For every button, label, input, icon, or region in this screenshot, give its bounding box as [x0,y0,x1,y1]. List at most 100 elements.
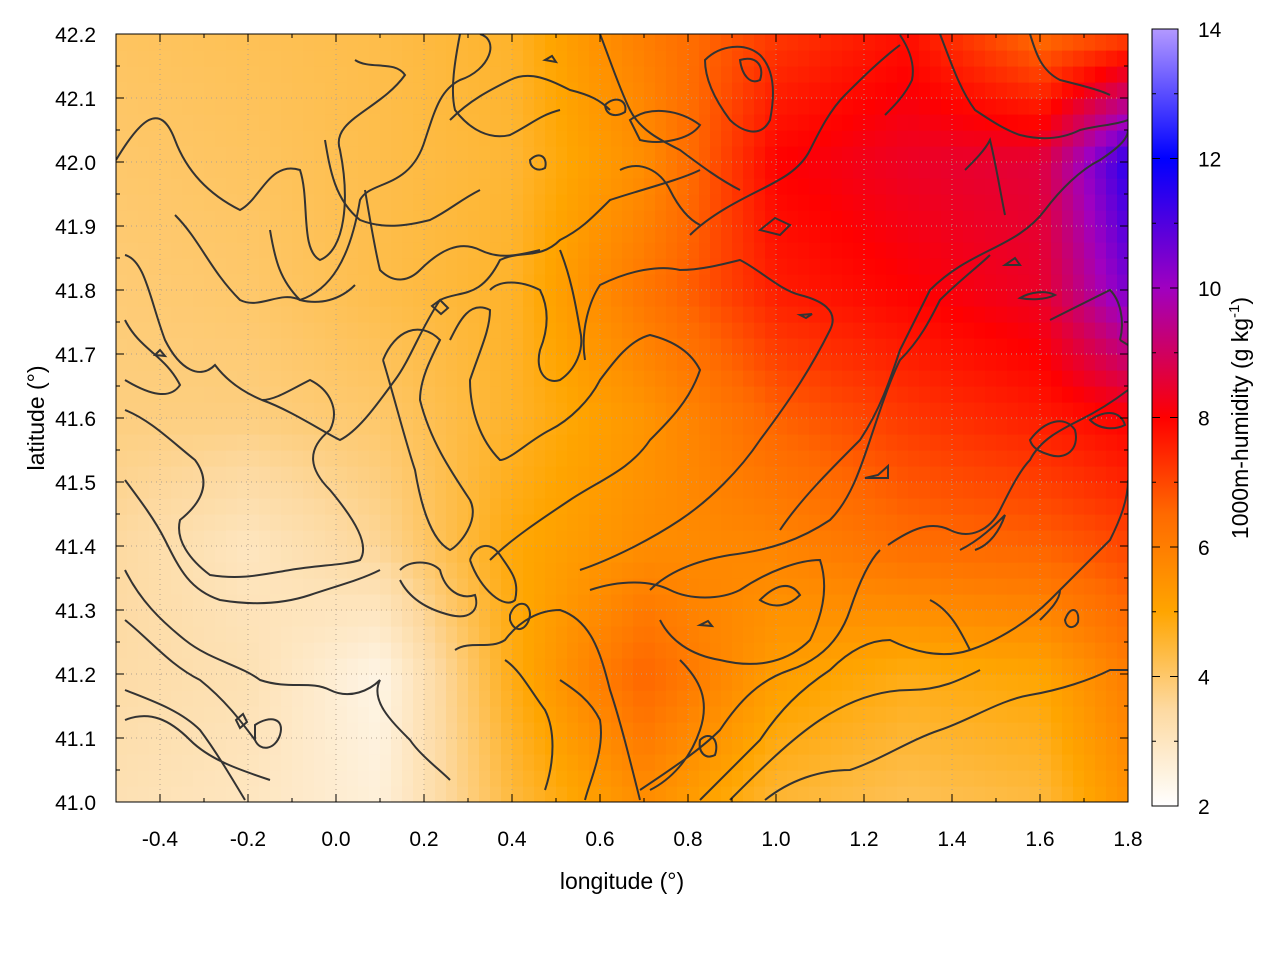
heatmap-cell [1029,306,1041,323]
heatmap-cell [1117,562,1128,579]
heatmap-cell [600,706,612,723]
heatmap-cell [589,498,601,515]
heatmap-cell [1018,258,1030,275]
heatmap-cell [820,578,832,595]
heatmap-cell [721,546,733,563]
heatmap-cell [171,770,183,787]
heatmap-cell [897,706,909,723]
heatmap-cell [259,274,271,291]
heatmap-cell [259,242,271,259]
heatmap-cell [908,402,920,419]
heatmap-cell [215,370,227,387]
heatmap-cell [963,578,975,595]
heatmap-cell [270,786,282,802]
heatmap-cell [1007,226,1019,243]
heatmap-cell [215,674,227,691]
heatmap-cell [622,194,634,211]
heatmap-cell [1095,290,1107,307]
heatmap-cell [182,210,194,227]
heatmap-cell [523,322,535,339]
heatmap-cell [259,706,271,723]
heatmap-cell [787,322,799,339]
heatmap-cell [644,514,656,531]
heatmap-cell [457,114,469,131]
heatmap-cell [457,178,469,195]
heatmap-cell [1040,770,1052,787]
heatmap-cell [501,290,513,307]
heatmap-cell [985,34,997,51]
heatmap-cell [1073,642,1085,659]
heatmap-cell [127,546,139,563]
heatmap-cell [270,610,282,627]
heatmap-cell [138,162,150,179]
heatmap-cell [1062,722,1074,739]
heatmap-cell [1117,434,1128,451]
heatmap-cell [1018,722,1030,739]
heatmap-cell [941,338,953,355]
heatmap-cell [743,482,755,499]
heatmap-cell [1106,594,1118,611]
heatmap-cell [314,34,326,51]
heatmap-cell [204,322,216,339]
heatmap-cell [567,402,579,419]
heatmap-cell [1018,242,1030,259]
heatmap-cell [1040,482,1052,499]
heatmap-cell [699,178,711,195]
heatmap-cell [204,82,216,99]
heatmap-cell [523,674,535,691]
heatmap-cell [666,610,678,627]
heatmap-cell [1018,306,1030,323]
heatmap-cell [204,738,216,755]
heatmap-cell [138,610,150,627]
heatmap-cell [666,690,678,707]
heatmap-cell [699,770,711,787]
heatmap-cell [798,546,810,563]
heatmap-cell [413,210,425,227]
heatmap-cell [754,594,766,611]
heatmap-cell [116,338,128,355]
heatmap-cell [347,546,359,563]
heatmap-cell [358,738,370,755]
heatmap-cell [1029,658,1041,675]
heatmap-cell [721,562,733,579]
heatmap-cell [281,338,293,355]
heatmap-cell [259,642,271,659]
heatmap-cell [248,434,260,451]
heatmap-cell [1051,194,1063,211]
heatmap-cell [1095,386,1107,403]
heatmap-cell [853,498,865,515]
heatmap-cell [831,290,843,307]
heatmap-cell [732,722,744,739]
heatmap-cell [787,290,799,307]
heatmap-cell [204,514,216,531]
heatmap-cell [589,370,601,387]
heatmap-cell [622,482,634,499]
heatmap-cell [358,114,370,131]
heatmap-cell [787,706,799,723]
heatmap-cell [457,706,469,723]
heatmap-cell [171,82,183,99]
heatmap-cell [413,82,425,99]
heatmap-cell [743,242,755,259]
heatmap-cell [347,450,359,467]
heatmap-cell [809,130,821,147]
heatmap-cell [116,402,128,419]
heatmap-cell [259,466,271,483]
heatmap-cell [237,322,249,339]
heatmap-cell [677,306,689,323]
heatmap-cell [754,258,766,275]
heatmap-cell [864,50,876,67]
heatmap-cell [369,226,381,243]
heatmap-cell [1084,82,1096,99]
heatmap-cell [765,770,777,787]
heatmap-cell [655,514,667,531]
heatmap-cell [930,98,942,115]
heatmap-cell [578,594,590,611]
heatmap-cell [842,450,854,467]
heatmap-cell [864,130,876,147]
heatmap-cell [908,610,920,627]
heatmap-cell [853,610,865,627]
heatmap-cell [292,402,304,419]
heatmap-cell [1084,658,1096,675]
heatmap-cell [644,338,656,355]
